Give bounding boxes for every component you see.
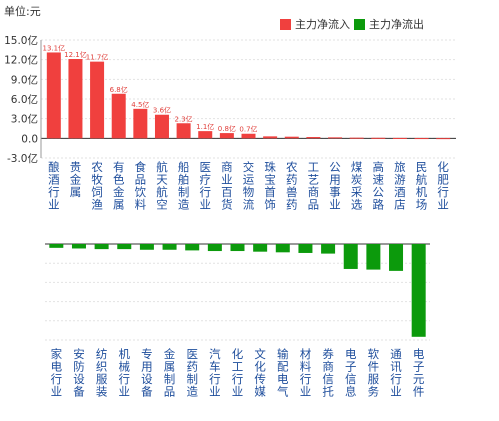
x-category-label: 券商信托 [322, 347, 334, 399]
inflow-bar [263, 136, 278, 139]
x-category-label: 工艺商品 [308, 160, 320, 212]
data-label: 0.7亿 [239, 125, 257, 134]
inflow-bar [46, 52, 61, 139]
inflow-bar [68, 59, 83, 139]
outflow-bar [389, 244, 404, 271]
inflow-bar [133, 108, 148, 139]
data-label: 13.1亿 [43, 43, 66, 52]
x-category-label: 商业百货 [221, 160, 233, 212]
y-tick-label: 15.0亿 [4, 34, 38, 47]
outflow-bar [411, 244, 426, 337]
outflow-bar [94, 244, 109, 250]
x-category-label: 电子元件 [413, 347, 425, 399]
data-label: 12.1亿 [64, 50, 87, 59]
outflow-bar [185, 244, 200, 251]
x-category-label: 食品饮料 [135, 160, 147, 212]
x-category-label: 机械行业 [119, 347, 131, 399]
x-category-label: 航天航空 [156, 160, 168, 212]
data-label: 4.5亿 [131, 100, 149, 109]
outflow-bar [321, 244, 336, 254]
x-category-label: 电子信息 [345, 347, 357, 399]
x-category-label: 酿酒行业 [48, 160, 60, 212]
inflow-bar [349, 137, 364, 139]
x-category-label: 专用设备 [141, 347, 153, 399]
legend-inflow[interactable]: 主力净流入 [280, 16, 350, 32]
inflow-bar [154, 114, 169, 139]
x-category-label: 医疗行业 [199, 160, 211, 212]
x-category-label: 煤炭采选 [351, 160, 363, 212]
data-label: 6.8亿 [110, 85, 128, 94]
inflow-bar [371, 137, 386, 139]
inflow-bar [392, 137, 407, 139]
legend-inflow-swatch [280, 18, 291, 30]
x-category-label: 化工行业 [232, 347, 244, 399]
inflow-bar [284, 136, 299, 139]
x-category-label: 旅游酒店 [394, 160, 406, 212]
inflow-bar [90, 61, 105, 139]
y-tick-label: -3.0亿 [7, 152, 38, 165]
inflow-bar [111, 93, 126, 139]
inflow-bar [176, 123, 191, 139]
x-category-label: 交运物流 [243, 160, 255, 212]
inflow-bar [414, 138, 429, 140]
outflow-bar [275, 244, 290, 253]
x-category-label: 贵金属 [70, 160, 82, 199]
inflow-bar [328, 137, 343, 139]
outflow-bar [117, 244, 132, 250]
outflow-bar [366, 244, 381, 270]
y-tick-label: 6.0亿 [11, 93, 38, 106]
outflow-bar [49, 244, 64, 248]
outflow-bar [207, 244, 222, 252]
outflow-bar [230, 244, 245, 252]
legend-inflow-label: 主力净流入 [295, 18, 350, 31]
x-category-label: 民航机场 [416, 160, 428, 212]
x-category-label: 纺织服装 [96, 347, 108, 399]
inflow-bar [241, 133, 256, 139]
outflow-bar [298, 244, 313, 253]
data-label: 11.7亿 [86, 53, 109, 62]
x-category-label: 农药兽药 [286, 160, 298, 212]
x-category-label: 农牧饲渔 [91, 160, 103, 212]
y-tick-label: 12.0亿 [4, 54, 38, 67]
outflow-bar [253, 244, 268, 252]
x-category-label: 材料行业 [300, 347, 312, 399]
data-label: 2.3亿 [175, 114, 193, 123]
x-category-label: 有色金属 [113, 160, 125, 212]
data-label: 1.1亿 [196, 122, 214, 131]
data-label: 0.8亿 [218, 124, 236, 133]
inflow-bar [198, 131, 213, 139]
y-tick-label: 0.0 [21, 133, 38, 145]
x-category-label: 文化传媒 [254, 347, 266, 399]
outflow-bar [162, 244, 177, 250]
x-category-label: 软件服务 [368, 347, 380, 399]
legend-outflow[interactable]: 主力净流出 [354, 16, 424, 32]
x-category-label: 公用事业 [329, 160, 341, 212]
x-category-label: 高速公路 [373, 160, 385, 212]
x-category-label: 船舶制造 [178, 160, 190, 212]
data-label: 3.6亿 [153, 106, 171, 115]
x-category-label: 安防设备 [73, 347, 85, 399]
outflow-bar [71, 244, 86, 249]
inflow-bar [306, 137, 321, 139]
inflow-bar [219, 133, 234, 139]
x-category-label: 输配电气 [277, 347, 289, 399]
outflow-bar [139, 244, 154, 250]
outflow-bar [343, 244, 358, 269]
x-category-label: 珠宝首饰 [264, 160, 276, 212]
x-category-label: 通讯行业 [390, 347, 402, 399]
y-tick-label: 9.0亿 [11, 73, 38, 86]
inflow-bar [436, 138, 451, 140]
x-category-label: 化肥行业 [437, 160, 449, 212]
x-category-label: 金属制品 [164, 347, 176, 399]
x-category-label: 家电行业 [51, 347, 63, 399]
legend-outflow-swatch [354, 18, 365, 30]
legend-outflow-label: 主力净流出 [369, 18, 424, 31]
x-category-label: 汽车行业 [209, 347, 221, 399]
x-category-label: 医药制造 [186, 347, 198, 399]
y-tick-label: 3.0亿 [11, 113, 38, 126]
unit-label: 单位:元 [4, 5, 41, 18]
